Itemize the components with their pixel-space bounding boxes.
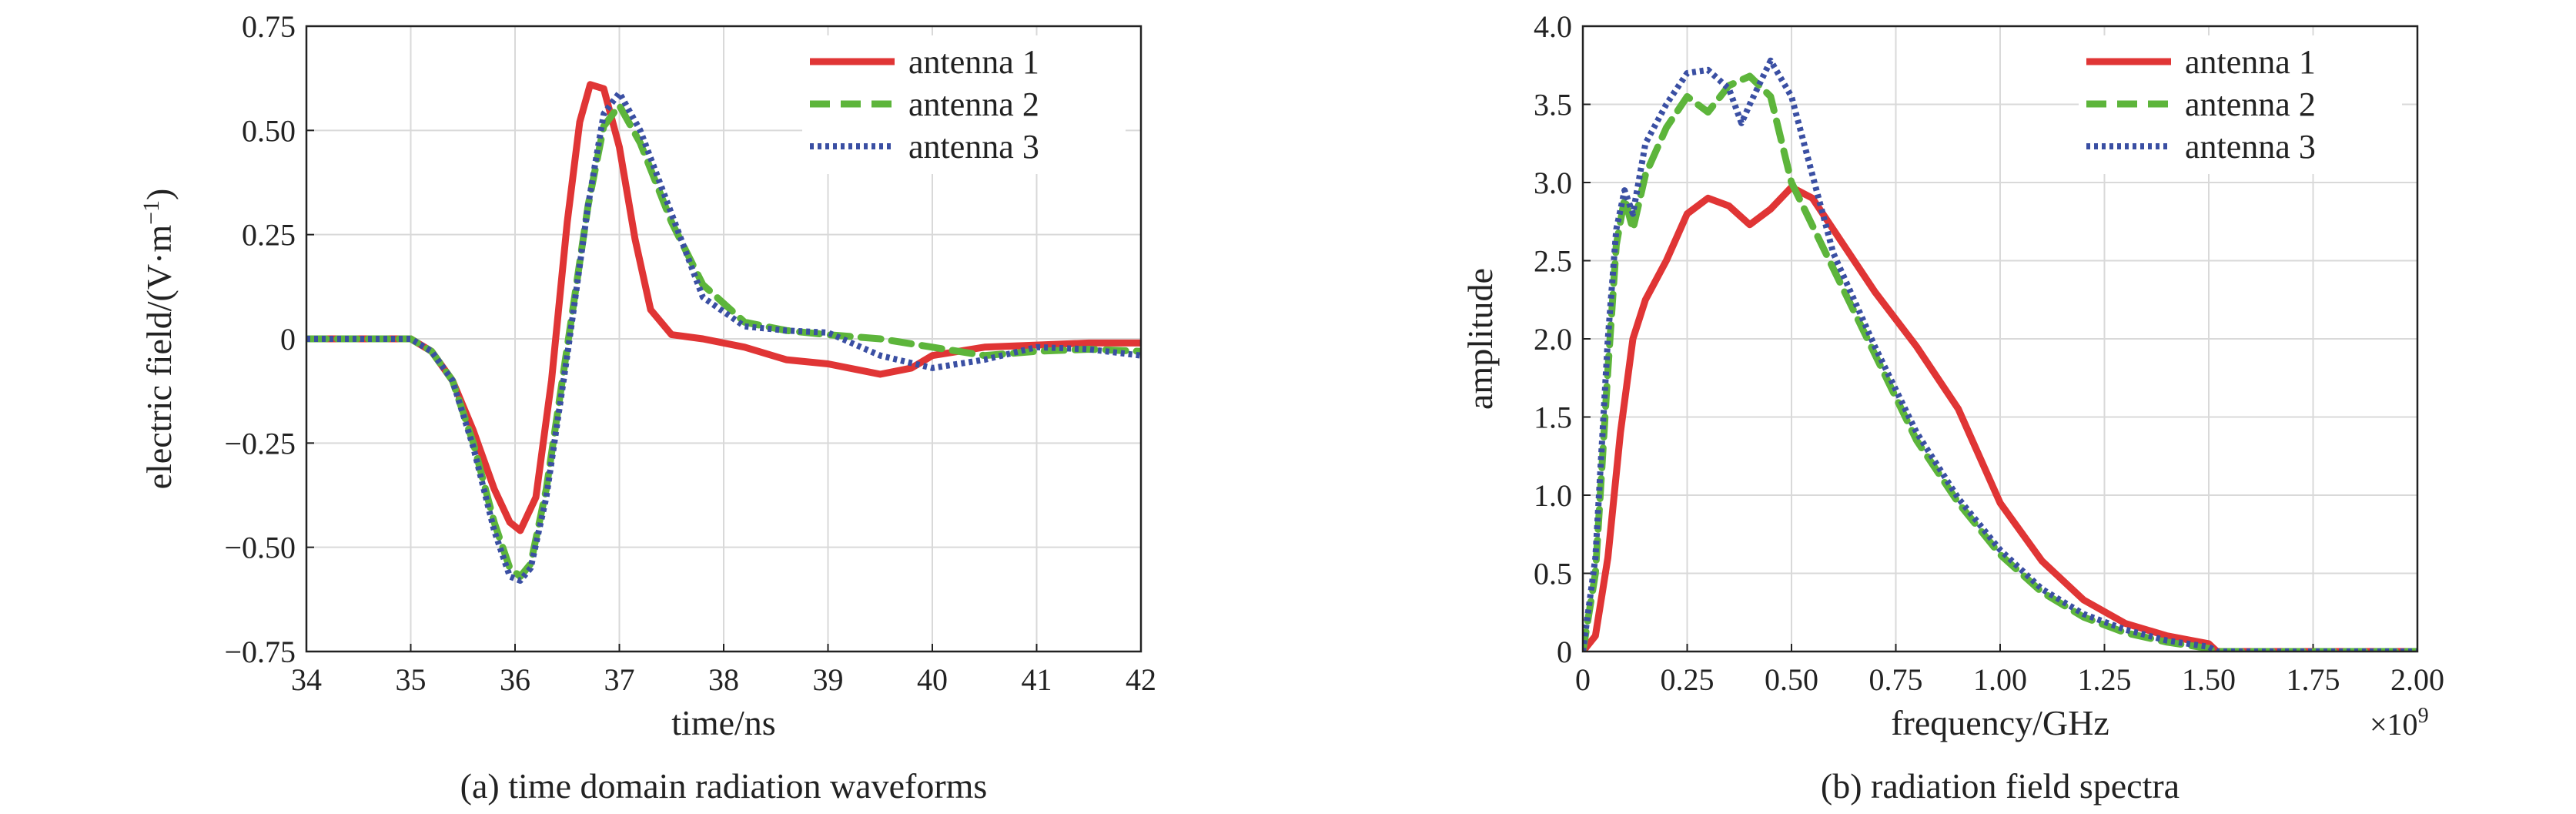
panel-a: 34 35 36 37 38 39 40 41 42 −0.75 −0.50 −0.25 0 0.25 0.…: [139, 9, 1156, 806]
x-tick-label: 34: [291, 662, 322, 697]
y-tick-label: 0.75: [242, 9, 296, 44]
x-multiplier: ×109: [2370, 704, 2429, 742]
plot-frame: [1581, 25, 2419, 653]
x-tick-label: 36: [500, 662, 530, 697]
x-tick-label: 40: [917, 662, 948, 697]
y-tick-label: 2.0: [1534, 322, 1572, 357]
legend-label-3: antenna 3: [908, 128, 1039, 166]
panel-caption: (b) radiation field spectra: [1821, 766, 2180, 806]
series-line-2: [306, 102, 1141, 581]
x-tick-label: 1.50: [2182, 662, 2236, 697]
x-tick-label: 38: [708, 662, 739, 697]
x-axis-label: time/ns: [671, 703, 775, 742]
x-tick-label: 37: [604, 662, 635, 697]
y-tick-label: 1.5: [1534, 400, 1572, 435]
y-tick-label: 0.50: [242, 113, 296, 148]
y-tick-label: −0.25: [224, 426, 296, 461]
plot-frame: [305, 25, 1142, 653]
series-line-2: [1583, 72, 2417, 652]
y-axis-label: electric field/(V·m−1): [139, 189, 179, 490]
x-tick-label: 39: [813, 662, 844, 697]
legend-label-1: antenna 1: [908, 43, 1039, 81]
legend-label-2: antenna 2: [908, 85, 1039, 123]
panel-caption: (a) time domain radiation waveforms: [460, 766, 988, 806]
legend-label-3: antenna 3: [2185, 128, 2316, 166]
x-tick-label: 1.00: [1973, 662, 2027, 697]
x-tick-label: 41: [1022, 662, 1052, 697]
x-axis-label: frequency/GHz: [1891, 703, 2109, 742]
legend: antenna 1 antenna 2 antenna 3: [802, 35, 1126, 174]
x-tick-label: 35: [396, 662, 427, 697]
series-group: [306, 81, 1141, 584]
x-tick-label: 42: [1126, 662, 1156, 697]
y-axis-label: amplitude: [1460, 268, 1500, 410]
series-line-1: [1583, 183, 2417, 652]
y-tick-label: 3.5: [1534, 88, 1572, 122]
x-tick-label: 0.50: [1765, 662, 1818, 697]
y-tick-label: 0.5: [1534, 557, 1572, 591]
y-tick-label: 3.0: [1534, 166, 1572, 200]
legend-label-1: antenna 1: [2185, 43, 2316, 81]
y-tick-label: −0.75: [224, 635, 296, 669]
x-tick-label: 0.25: [1661, 662, 1715, 697]
legend: antenna 1 antenna 2 antenna 3: [2079, 35, 2402, 174]
x-tick-label: 1.25: [2078, 662, 2132, 697]
y-tick-label: 0.25: [242, 218, 296, 253]
y-tick-label: 4.0: [1534, 9, 1572, 44]
series-line-3: [1583, 57, 2417, 652]
y-tick-label: 1.0: [1534, 478, 1572, 513]
y-tick-label: 0: [280, 322, 296, 357]
series-group: [1583, 57, 2417, 652]
panel-b: 0 0.25 0.50 0.75 1.00 1.25 1.50 1.75 2.00 0 0.5 1.0…: [1460, 9, 2444, 806]
series-line-3: [306, 89, 1141, 584]
x-tick-label: 0.75: [1869, 662, 1923, 697]
x-tick-label: 0: [1575, 662, 1591, 697]
legend-label-2: antenna 2: [2185, 85, 2316, 123]
y-tick-label: −0.50: [224, 531, 296, 565]
y-tick-label: 2.5: [1534, 244, 1572, 279]
y-tick-label: 0: [1557, 635, 1572, 669]
x-tick-label: 1.75: [2287, 662, 2340, 697]
x-tick-label: 2.00: [2390, 662, 2444, 697]
